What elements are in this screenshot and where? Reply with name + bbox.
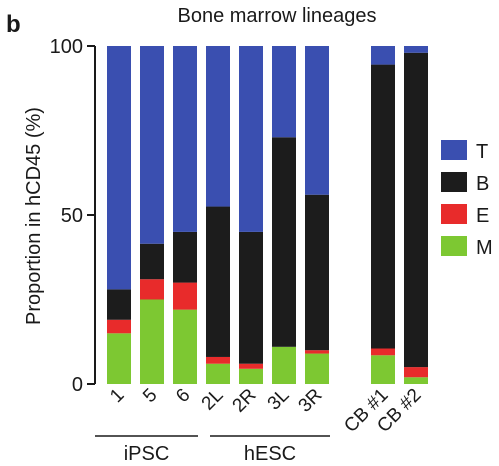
y-tick-label-50: 50 [61,205,83,227]
bar-cb-2-m [404,377,428,384]
bar-3l-m [272,346,296,384]
x-tick-labels: 1 5 6 2L 2R 3L 3R CB #1CB #2 [106,385,425,437]
x-tick-label-2l: 2L [198,385,228,415]
bar-1-t [107,46,131,290]
bar-3l-b [272,137,296,347]
x-tick-label-6: 6 [172,385,194,407]
bar-2r-b [239,231,263,364]
bar-5-e [140,279,164,300]
bar-cb-1-m [371,355,395,384]
axes-group: 0 50 100 [50,36,96,396]
bar-6-e [173,282,197,310]
bar-3r-m [305,353,329,384]
bar-cb-2-b [404,52,428,368]
y-tick-label-0: 0 [72,374,83,396]
bar-5-b [140,243,164,280]
bar-cb-1-b [371,64,395,349]
chart-title: Bone marrow lineages [178,5,377,27]
legend-label-m: M [476,237,493,259]
bar-1-b [107,289,131,320]
x-tick-label-2r: 2R [229,385,261,417]
bar-2l-t [206,46,230,207]
bar-2l-b [206,206,230,357]
bar-2r-m [239,368,263,384]
bar-3r-e [305,350,329,354]
bar-3r-b [305,194,329,351]
x-tick-label-1: 1 [106,385,128,407]
bar-6-t [173,46,197,232]
x-tick-label-3l: 3L [264,385,294,415]
bar-cb-2-e [404,367,428,378]
y-tick-label-100: 100 [50,36,83,58]
legend-label-b: B [476,173,489,195]
bar-2r-e [239,363,263,369]
bar-5-t [140,46,164,244]
bar-2l-e [206,356,230,364]
group-labels: iPSC hESC [95,435,330,465]
y-axis-label: Proportion in hCD45 (%) [23,107,45,325]
bar-1-m [107,333,131,384]
bar-2l-m [206,363,230,384]
legend-swatch-e [441,204,467,224]
bar-3r-t [305,46,329,195]
bar-3l-t [272,46,296,138]
legend-label-t: T [476,141,488,163]
legend-swatch-b [441,172,467,192]
bar-cb-1-e [371,348,395,356]
panel-label: b [6,11,21,38]
bar-cb-2-t [404,46,428,53]
bar-6-m [173,309,197,384]
group-label-hesc: hESC [244,443,296,465]
bar-6-b [173,231,197,283]
legend-swatch-t [441,140,467,160]
bars-group [107,46,428,384]
legend-label-e: E [476,205,489,227]
bar-5-m [140,299,164,384]
x-tick-label-3r: 3R [295,385,327,417]
bar-1-e [107,319,131,334]
bar-2r-t [239,46,263,232]
group-label-ipsc: iPSC [124,443,170,465]
bar-cb-1-t [371,46,395,65]
x-tick-label-5: 5 [139,385,161,407]
legend-swatch-m [441,236,467,256]
